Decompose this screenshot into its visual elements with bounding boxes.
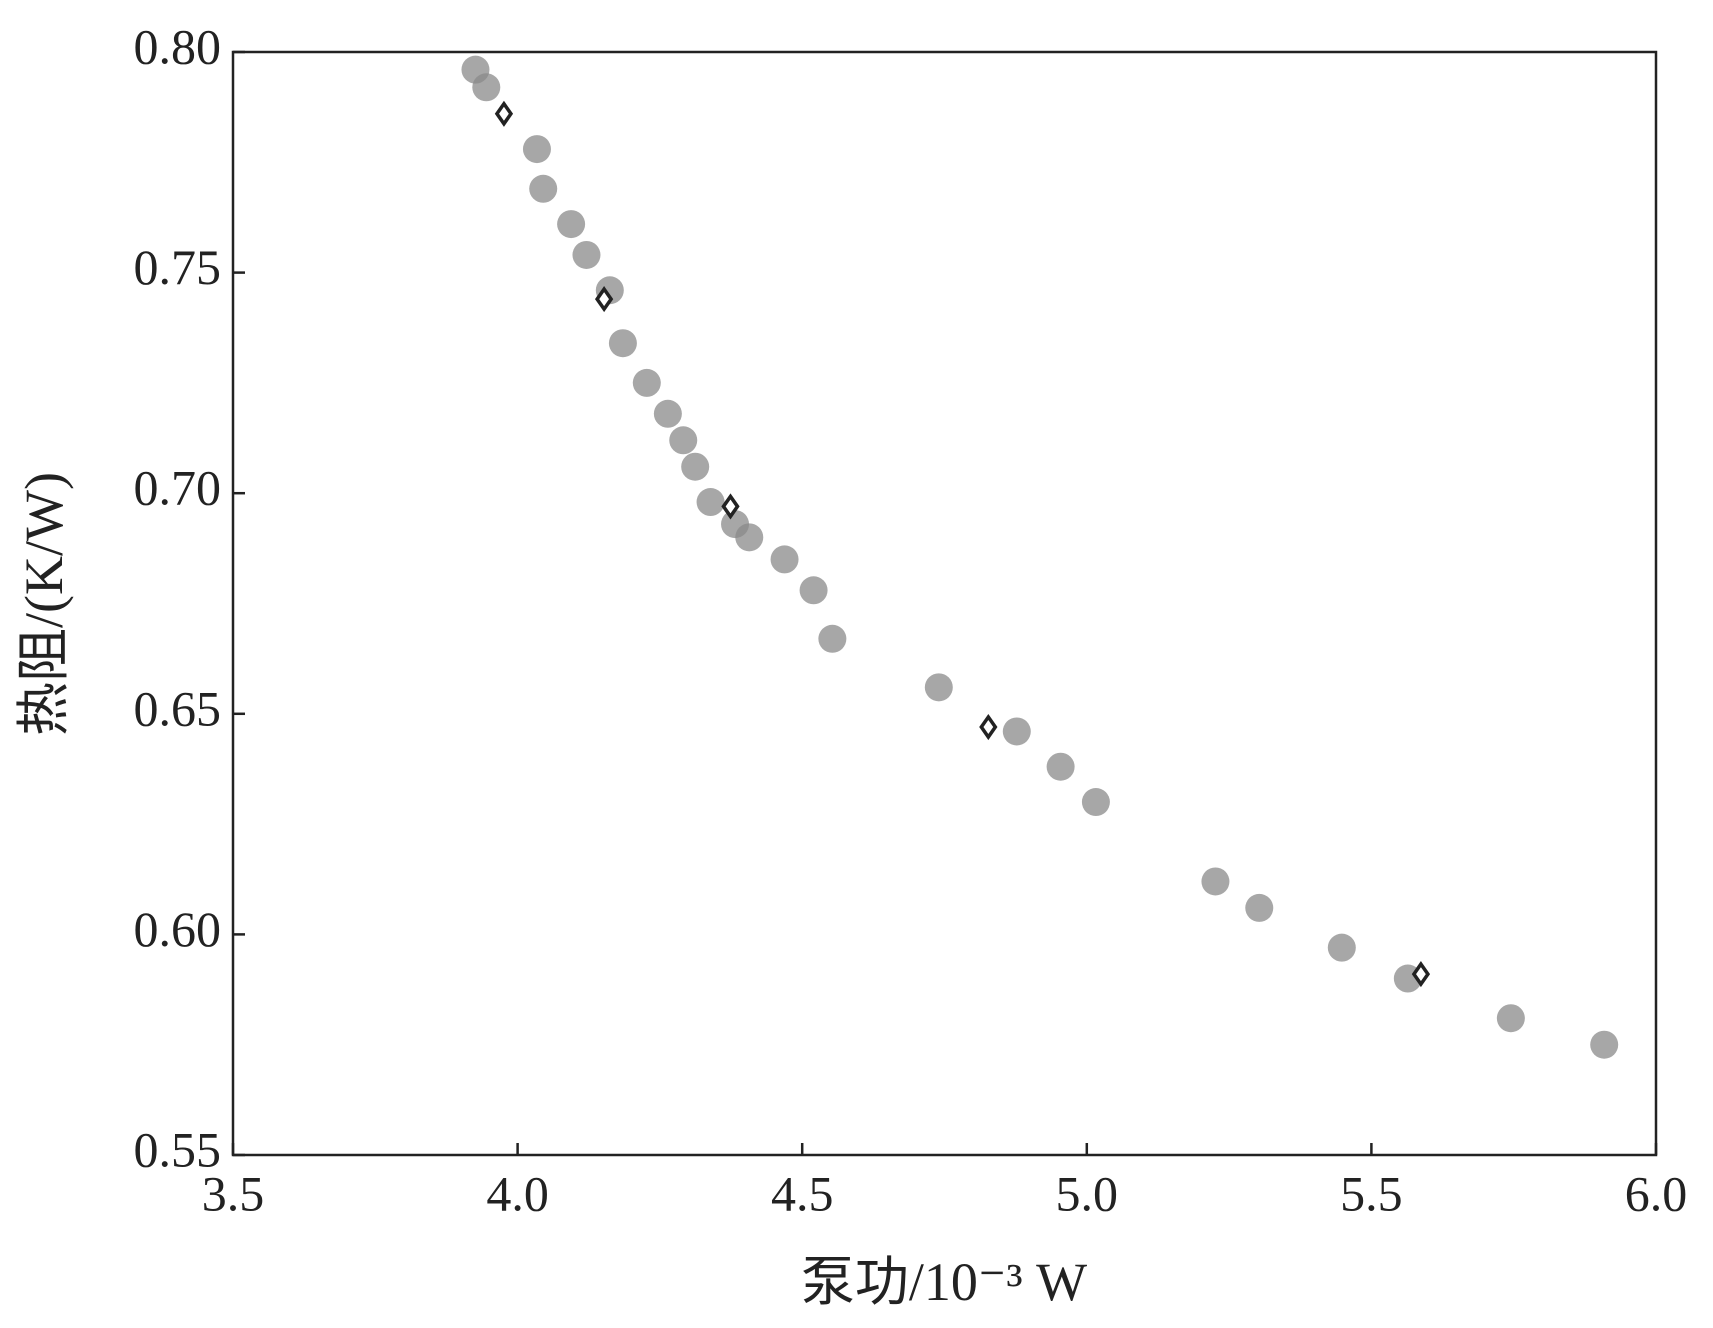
data-point bbox=[608, 329, 637, 358]
y-axis-label: 热阻/(K/W) bbox=[14, 472, 74, 736]
data-point bbox=[1201, 867, 1230, 896]
data-point bbox=[696, 488, 725, 517]
data-point bbox=[1411, 961, 1431, 988]
data-point bbox=[1496, 1004, 1525, 1033]
data-point bbox=[1327, 933, 1356, 962]
y-tick-label: 0.80 bbox=[134, 18, 222, 74]
x-tick-label: 5.5 bbox=[1340, 1165, 1403, 1221]
data-point bbox=[529, 174, 558, 203]
x-axis-label: 泵功/10⁻³ W bbox=[801, 1252, 1087, 1312]
data-point bbox=[721, 493, 740, 520]
data-point bbox=[572, 240, 601, 269]
data-point bbox=[594, 286, 614, 313]
x-tick-label: 4.5 bbox=[771, 1165, 834, 1221]
data-point bbox=[1081, 788, 1110, 817]
data-point bbox=[494, 100, 514, 127]
data-point bbox=[1046, 752, 1075, 781]
data-point bbox=[681, 452, 710, 481]
data-point bbox=[1002, 717, 1031, 746]
data-point bbox=[799, 576, 828, 605]
x-tick-label: 5.0 bbox=[1056, 1165, 1119, 1221]
data-point bbox=[735, 523, 764, 552]
data-point bbox=[653, 399, 682, 428]
data-point bbox=[818, 624, 847, 653]
data-point bbox=[924, 673, 953, 702]
x-tick-label: 4.0 bbox=[486, 1165, 549, 1221]
data-point bbox=[669, 426, 698, 455]
y-tick-label: 0.65 bbox=[134, 680, 222, 736]
data-point bbox=[1590, 1030, 1619, 1059]
data-point bbox=[522, 135, 551, 164]
y-tick-label: 0.60 bbox=[134, 901, 222, 957]
data-point bbox=[472, 73, 501, 102]
x-tick-label: 3.5 bbox=[202, 1165, 265, 1221]
data-point bbox=[632, 368, 661, 397]
data-point bbox=[979, 713, 998, 741]
y-tick-label: 0.75 bbox=[134, 239, 222, 295]
data-point bbox=[557, 210, 586, 239]
plot-frame bbox=[231, 50, 1658, 1157]
x-tick-label: 6.0 bbox=[1625, 1165, 1688, 1221]
y-tick-label: 0.70 bbox=[134, 460, 222, 516]
data-point bbox=[770, 545, 799, 574]
data-point bbox=[1245, 893, 1274, 922]
y-tick-label: 0.55 bbox=[134, 1121, 222, 1177]
